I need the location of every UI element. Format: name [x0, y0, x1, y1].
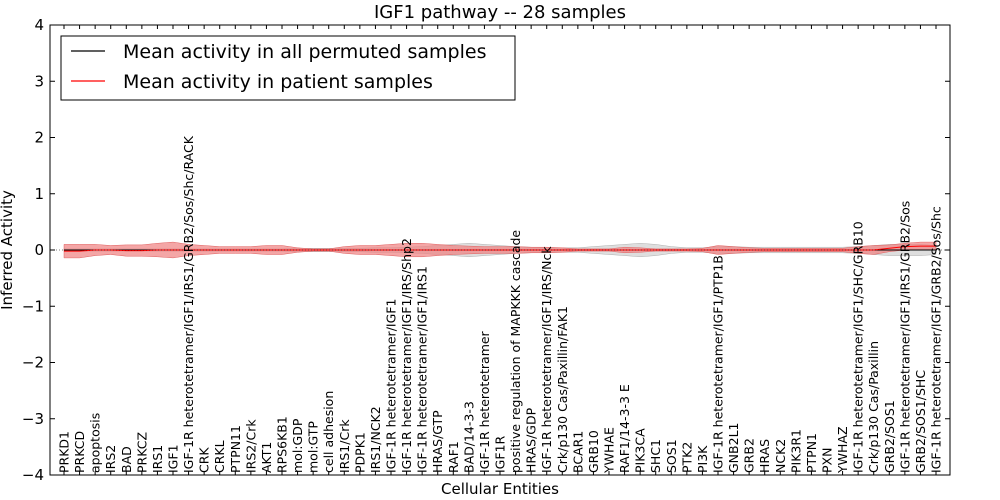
y-tick-label: 0: [34, 241, 44, 259]
x-category-label: Crk/p130 Cas/Paxillin/FAK1: [555, 306, 570, 473]
x-category-label: IRS1/NCK2: [368, 406, 383, 473]
x-category-label: RAF1: [446, 441, 461, 473]
chart-title: IGF1 pathway -- 28 samples: [374, 2, 626, 23]
y-tick-label: −2: [22, 354, 44, 372]
y-axis-label: Inferred Activity: [0, 190, 16, 310]
x-category-label: mol:GDP: [290, 418, 305, 473]
x-category-label: mol:GTP: [306, 421, 321, 473]
x-category-label: IGF-1R heterotetramer/IGF1/IRS1/GRB2/Sos: [897, 201, 912, 473]
x-category-label: IRS2: [103, 445, 118, 473]
x-category-label: PTK2: [679, 442, 694, 473]
x-category-label: PRKD1: [57, 431, 72, 473]
x-category-label: BAD/14-3-3: [461, 401, 476, 473]
x-axis-label: Cellular Entities: [441, 480, 559, 498]
x-category-label: IGF-1R heterotetramer/IGF1/IRS1/GRB2/Sos…: [181, 135, 196, 473]
x-category-label: IGF1: [166, 444, 181, 473]
x-category-label: BAD: [119, 446, 134, 473]
x-category-label: IGF-1R heterotetramer/IGF1/SHC/GRB10: [851, 221, 866, 473]
legend-box: [60, 35, 516, 101]
y-tick-label: −4: [22, 466, 44, 484]
legend-entry-label: Mean activity in patient samples: [123, 71, 433, 93]
y-tick-label: −1: [22, 297, 44, 315]
x-category-label: IGF-1R heterotetramer/IGF1/PTP1B: [711, 255, 726, 473]
y-tick-label: 3: [34, 72, 44, 90]
x-category-label: PTPN11: [228, 425, 243, 473]
x-category-label: HRAS/GDP: [524, 407, 539, 473]
x-category-label: HRAS/GTP: [430, 410, 445, 473]
x-category-label: PRKCZ: [134, 432, 149, 473]
x-category-label: IGF1R: [493, 435, 508, 473]
x-category-label: IGF-1R heterotetramer/IGF1/IRS1: [415, 266, 430, 473]
x-category-label: SOS1: [664, 439, 679, 473]
x-category-label: CRK: [197, 447, 212, 473]
x-category-label: PDPK1: [352, 432, 367, 473]
x-category-label: IGF-1R heterotetramer/IGF1/IRS/Nck: [539, 246, 554, 473]
x-category-label: GNB2L1: [726, 423, 741, 473]
x-category-label: GRB10: [586, 430, 601, 473]
x-category-label: IGF-1R heterotetramer/IGF1: [384, 299, 399, 473]
x-category-label: IGF-1R heterotetramer: [477, 330, 492, 473]
x-category-label: BCAR1: [570, 431, 585, 473]
x-category-label: PTPN1: [804, 433, 819, 473]
x-category-label: AKT1: [259, 442, 274, 473]
y-tick-label: 4: [34, 16, 44, 34]
x-category-label: YWHAE: [602, 427, 617, 474]
x-category-label: IGF-1R heterotetramer/IGF1/IRS/Shp2: [399, 238, 414, 473]
legend-entry-label: Mean activity in all permuted samples: [123, 41, 486, 63]
x-category-label: Crk/p130 Cas/Paxillin: [866, 341, 881, 473]
x-category-label: PRKCD: [72, 431, 87, 473]
x-category-label: HRAS: [757, 439, 772, 473]
x-category-label: GRB2/SOS1: [882, 400, 897, 473]
x-category-label: IRS2/Crk: [243, 419, 258, 473]
x-category-label: PIK3R1: [788, 429, 803, 473]
x-category-label: GRB2: [742, 438, 757, 473]
x-category-label: cell adhesion: [321, 391, 336, 473]
x-category-label: IGF-1R heterotetramer/IGF1/GRB2/Sos/Shc: [929, 206, 944, 473]
y-tick-label: 1: [34, 185, 44, 203]
x-category-label: RPS6KB1: [275, 416, 290, 473]
x-category-label: IRS1/Crk: [337, 419, 352, 473]
y-tick-label: 2: [34, 129, 44, 147]
y-tick-label: −3: [22, 410, 44, 428]
x-category-label: apoptosis: [88, 413, 103, 473]
x-category-label: PIK3CA: [633, 428, 648, 473]
x-category-label: CRKL: [212, 440, 227, 473]
plot-frame: [49, 24, 951, 476]
x-category-label: NCK2: [773, 439, 788, 473]
x-category-label: RAF1/14-3-3 E: [617, 384, 632, 473]
x-category-label: PXN: [820, 448, 835, 473]
legend: Mean activity in all permuted samples Mea…: [60, 35, 516, 101]
x-category-label: positive regulation of MAPKKK cascade: [508, 230, 523, 473]
x-category-label: PI3K: [695, 445, 710, 473]
x-category-label: YWHAZ: [835, 426, 850, 474]
x-category-label: GRB2/SOS1/SHC: [913, 370, 928, 473]
x-category-label: IRS1: [150, 445, 165, 473]
x-category-label: SHC1: [648, 439, 663, 473]
